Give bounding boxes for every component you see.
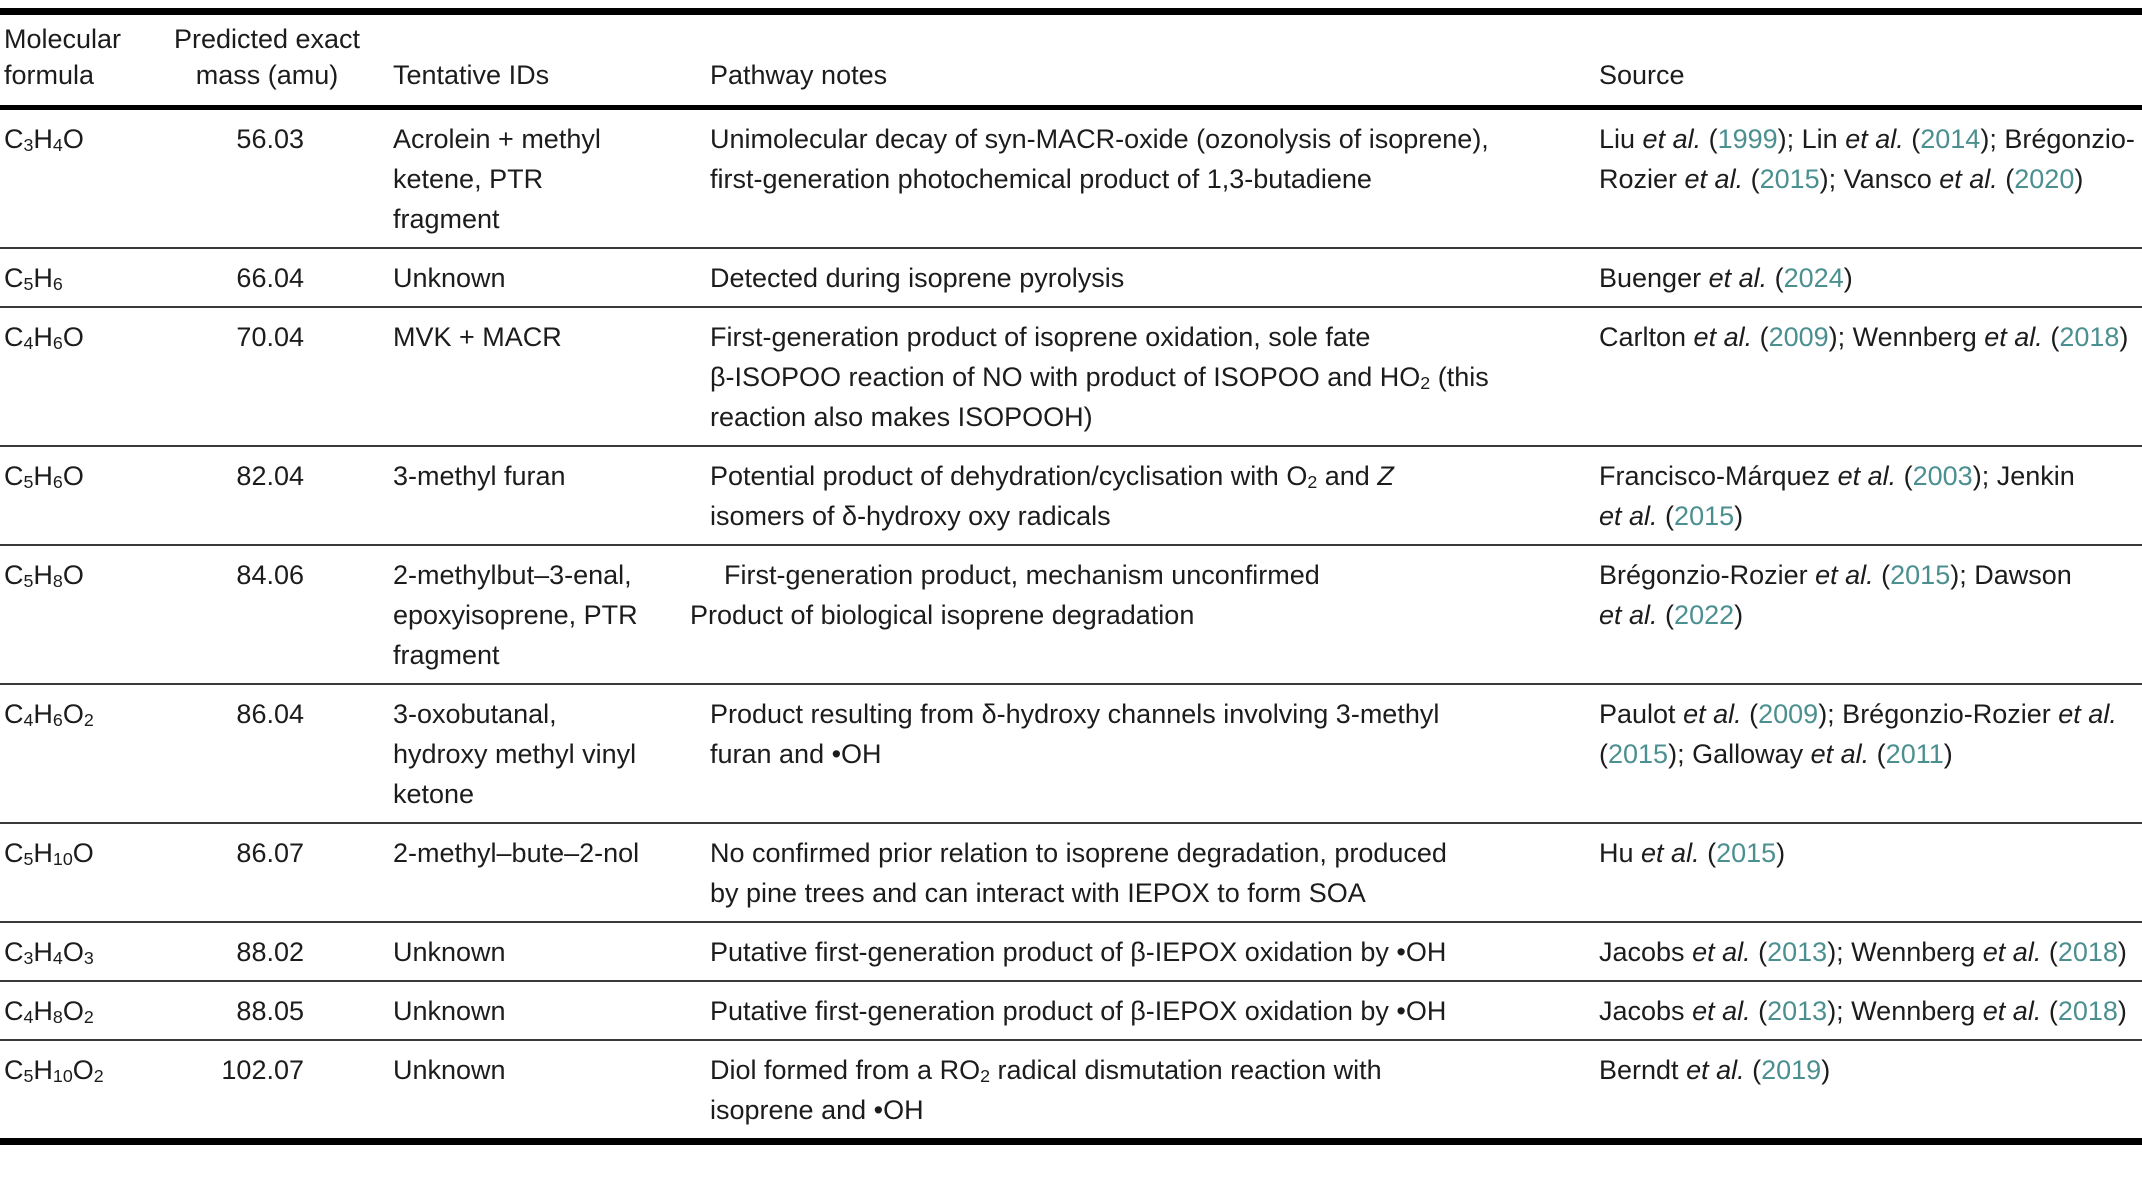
cell-tentative-ids: Unknown — [393, 937, 506, 967]
citation-year-link[interactable]: 2013 — [1767, 937, 1828, 967]
citation-year-link[interactable]: 2020 — [2014, 164, 2075, 194]
citation-year-link[interactable]: 1999 — [1717, 124, 1778, 154]
cell-source: Buenger et al. (2024) — [1599, 263, 1853, 293]
cell-source: Francisco-Márquez et al. (2003); Jenkin e… — [1599, 461, 2075, 531]
cell-tentative-ids: MVK + MACR — [393, 322, 562, 352]
table-top-rule — [0, 8, 2142, 15]
cell-predicted-mass: 84.06 — [236, 560, 304, 590]
cell-tentative-ids: Acrolein + methyl ketene, PTR fragment — [393, 124, 601, 234]
cell-source: Hu et al. (2015) — [1599, 838, 1786, 868]
cell-tentative-ids: Unknown — [393, 996, 506, 1026]
header-separator-rule — [0, 105, 2142, 110]
citation-year-link[interactable]: 2018 — [2057, 996, 2118, 1026]
cell-source: Liu et al. (1999); Lin et al. (2014); Br… — [1599, 124, 2135, 194]
cell-tentative-ids: Unknown — [393, 263, 506, 293]
cell-pathway-notes: Potential product of dehydration/cyclisa… — [710, 461, 1394, 531]
citation-year-link[interactable]: 2014 — [1920, 124, 1981, 154]
cell-source: Carlton et al. (2009); Wennberg et al. (… — [1599, 322, 2129, 352]
citation-year-link[interactable]: 2018 — [2057, 937, 2118, 967]
cell-molecular-formula: C3H4O3 — [4, 937, 94, 969]
citation-year-link[interactable]: 2009 — [1758, 699, 1819, 729]
column-header-predicted-exact-mass: Predicted exact mass (amu) — [173, 24, 361, 90]
cell-molecular-formula: C5H8O — [4, 560, 84, 592]
cell-source: Paulot et al. (2009); Brégonzio-Rozier e… — [1599, 699, 2117, 769]
cell-predicted-mass: 56.03 — [236, 124, 304, 154]
cell-tentative-ids: 3-methyl furan — [393, 461, 566, 491]
cell-source: Jacobs et al. (2013); Wennberg et al. (2… — [1599, 996, 2127, 1026]
cell-molecular-formula: C5H10O2 — [4, 1055, 104, 1087]
cell-tentative-ids: 3-oxobutanal, hydroxy methyl vinyl ketone — [393, 699, 637, 809]
table-row: C5H10O2 102.07 Unknown Diol formed from … — [0, 1041, 2142, 1138]
cell-predicted-mass: 66.04 — [236, 263, 304, 293]
citation-year-link[interactable]: 2024 — [1783, 263, 1844, 293]
column-header-source: Source — [1599, 60, 1685, 90]
cell-predicted-mass: 86.07 — [236, 838, 304, 868]
cell-source: Brégonzio-Rozier et al. (2015); Dawson et… — [1599, 560, 2072, 630]
cell-predicted-mass: 88.02 — [236, 937, 304, 967]
citation-year-link[interactable]: 2015 — [1716, 838, 1777, 868]
cell-predicted-mass: 82.04 — [236, 461, 304, 491]
table-row: C4H8O2 88.05 Unknown Putative first-gene… — [0, 982, 2142, 1041]
column-header-pathway-notes: Pathway notes — [710, 60, 888, 90]
cell-pathway-notes: Diol formed from a RO2 radical dismutati… — [710, 1055, 1382, 1125]
cell-molecular-formula: C5H6O — [4, 461, 84, 493]
citation-year-link[interactable]: 2019 — [1761, 1055, 1822, 1085]
cell-tentative-ids: 2-methylbut–3-enal, epoxyisoprene, PTR fra… — [393, 560, 638, 670]
cell-pathway-notes: Putative first-generation product of β-I… — [710, 996, 1447, 1026]
cell-pathway-notes: No confirmed prior relation to isoprene … — [710, 838, 1447, 908]
cell-predicted-mass: 102.07 — [221, 1055, 304, 1085]
citation-year-link[interactable]: 2015 — [1674, 501, 1735, 531]
cell-molecular-formula: C4H8O2 — [4, 996, 94, 1028]
table-row: C3H4O 56.03 Acrolein + methyl ketene, PTR… — [0, 110, 2142, 249]
table-row: C5H6O 82.04 3-methyl furan Potential pro… — [0, 447, 2142, 546]
citation-year-link[interactable]: 2015 — [1759, 164, 1820, 194]
column-header-tentative-ids: Tentative IDs — [393, 60, 550, 90]
cell-molecular-formula: C5H10O — [4, 838, 94, 870]
citation-year-link[interactable]: 2003 — [1912, 461, 1973, 491]
cell-predicted-mass: 86.04 — [236, 699, 304, 729]
cell-source: Jacobs et al. (2013); Wennberg et al. (2… — [1599, 937, 2127, 967]
cell-source: Berndt et al. (2019) — [1599, 1055, 1831, 1085]
table-row: C5H8O 84.06 2-methylbut–3-enal, epoxyisop… — [0, 546, 2142, 685]
cell-predicted-mass: 88.05 — [236, 996, 304, 1026]
citation-year-link[interactable]: 2009 — [1768, 322, 1829, 352]
column-header-molecular-formula: Molecular formula — [4, 24, 122, 90]
cell-molecular-formula: C3H4O — [4, 124, 84, 156]
cell-pathway-notes: First-generation product, mechanism unco… — [690, 560, 1320, 630]
table-row: C3H4O3 88.02 Unknown Putative first-gene… — [0, 923, 2142, 982]
citation-year-link[interactable]: 2022 — [1674, 600, 1735, 630]
cell-molecular-formula: C5H6 — [4, 263, 63, 295]
citation-year-link[interactable]: 2011 — [1885, 739, 1944, 769]
cell-tentative-ids: 2-methyl–bute–2-nol — [393, 838, 640, 868]
cell-molecular-formula: C4H6O2 — [4, 699, 94, 731]
cell-predicted-mass: 70.04 — [236, 322, 304, 352]
citation-year-link[interactable]: 2013 — [1767, 996, 1828, 1026]
table-row: C4H6O 70.04 MVK + MACR First-generation … — [0, 308, 2142, 447]
cell-tentative-ids: Unknown — [393, 1055, 506, 1085]
cell-pathway-notes: Putative first-generation product of β-I… — [710, 937, 1447, 967]
cell-pathway-notes: Detected during isoprene pyrolysis — [710, 263, 1125, 293]
table-row: C4H6O2 86.04 3-oxobutanal, hydroxy methyl… — [0, 685, 2142, 824]
cell-pathway-notes: Unimolecular decay of syn-MACR-oxide (oz… — [710, 124, 1489, 194]
cell-pathway-notes: First-generation product of isoprene oxi… — [710, 322, 1489, 432]
citation-year-link[interactable]: 2015 — [1608, 739, 1669, 769]
table-row: C5H10O 86.07 2-methyl–bute–2-nol No conf… — [0, 824, 2142, 923]
citation-year-link[interactable]: 2018 — [2059, 322, 2120, 352]
table-bottom-rule — [0, 1138, 2142, 1145]
table-body: C3H4O 56.03 Acrolein + methyl ketene, PTR… — [0, 110, 2142, 1138]
table-row: C5H6 66.04 Unknown Detected during isopr… — [0, 249, 2142, 308]
citation-year-link[interactable]: 2015 — [1890, 560, 1951, 590]
cell-pathway-notes: Product resulting from δ-hydroxy channel… — [710, 699, 1440, 769]
table-header-row: Molecular formula Predicted exact mass (… — [0, 15, 2142, 105]
cell-molecular-formula: C4H6O — [4, 322, 84, 354]
